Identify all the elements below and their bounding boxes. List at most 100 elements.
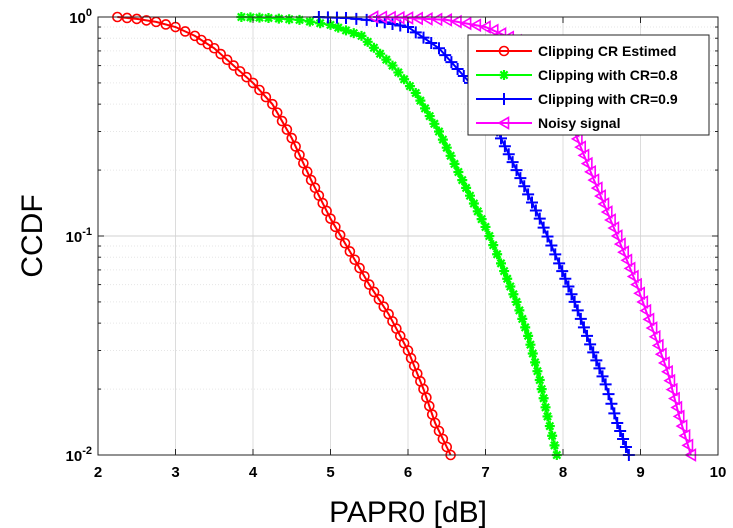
data-point: [381, 54, 392, 65]
data-point: [630, 277, 642, 292]
data-point: [298, 157, 309, 169]
data-point: [461, 182, 472, 193]
data-point: [502, 148, 515, 161]
data-point: [536, 384, 547, 395]
data-point: [441, 142, 452, 153]
data-point: [480, 221, 491, 232]
data-point: [590, 181, 603, 195]
data-point: [529, 204, 542, 217]
data-point: [294, 14, 305, 25]
data-point: [356, 30, 367, 41]
data-point: [404, 81, 415, 92]
data-point: [532, 366, 543, 377]
data-point: [636, 295, 649, 309]
data-point: [620, 253, 633, 268]
data-point: [465, 190, 475, 201]
data-point: [593, 362, 606, 375]
data-point: [215, 48, 227, 60]
data-point: [451, 63, 464, 76]
data-point: [675, 419, 688, 433]
data-point: [433, 42, 445, 55]
data-point: [410, 87, 421, 98]
data-point: [267, 98, 278, 110]
y-tick-base: 10: [66, 229, 83, 246]
data-point: [670, 400, 683, 415]
data-point: [530, 357, 541, 368]
x-tick-labels: 2 3 4 5 6 7 8 9 10: [94, 464, 727, 481]
data-point: [499, 266, 510, 277]
data-point: [556, 265, 569, 278]
data-point: [639, 303, 652, 318]
data-point: [260, 91, 272, 103]
series-markers: [236, 12, 562, 460]
data-point: [657, 356, 670, 370]
y-tick-exponent: 0: [86, 7, 92, 19]
x-tick-label: 10: [710, 464, 727, 481]
data-point: [472, 206, 483, 217]
data-point: [511, 296, 522, 307]
y-tick-label: 10-2: [66, 445, 92, 465]
data-point: [141, 15, 152, 26]
data-point: [208, 42, 220, 54]
legend-label: Noisy signal: [538, 115, 620, 131]
data-point: [672, 409, 685, 424]
data-point: [349, 254, 361, 266]
x-axis-title: PAPR0 [dB]: [329, 496, 487, 528]
data-point: [368, 286, 380, 298]
y-tick-base: 10: [69, 10, 86, 27]
legend-entry: Clipping CR Estimed: [476, 43, 676, 59]
y-axis-title: CCDF: [16, 194, 49, 277]
data-point: [607, 221, 620, 235]
legend-entry: Clipping with CR=0.8: [476, 67, 678, 83]
data-point: [549, 248, 562, 261]
data-point: [498, 45, 510, 57]
data-point: [502, 273, 513, 284]
x-tick-label: 4: [249, 464, 258, 481]
data-point: [344, 246, 356, 257]
data-point: [179, 26, 191, 37]
data-point: [330, 221, 341, 233]
data-point: [549, 440, 560, 451]
data-point: [484, 231, 495, 242]
data-point: [497, 116, 510, 130]
data-point: [486, 23, 499, 38]
data-point: [221, 54, 233, 66]
data-point: [514, 305, 525, 316]
data-point: [617, 432, 630, 445]
data-point: [378, 301, 390, 313]
data-point: [339, 237, 351, 249]
y-tick-exponent: -1: [82, 226, 92, 238]
y-tick-label: 10-1: [66, 226, 92, 246]
data-point: [449, 158, 460, 169]
data-point: [574, 312, 587, 325]
data-point: [341, 25, 351, 36]
series-line: [117, 16, 452, 456]
x-tick-label: 3: [171, 464, 179, 481]
data-point: [510, 164, 523, 177]
data-point: [386, 17, 399, 30]
data-point: [315, 18, 326, 29]
data-point: [608, 407, 621, 420]
data-point: [562, 280, 575, 293]
data-point: [596, 370, 609, 383]
legend-entry: Clipping with CR=0.9: [476, 91, 678, 107]
data-point: [368, 42, 379, 53]
data-point: [424, 111, 435, 122]
data-point: [445, 56, 458, 69]
data-point: [375, 48, 386, 59]
data-point: [263, 12, 274, 23]
data-point: [469, 18, 482, 33]
data-point: [476, 214, 487, 225]
data-point: [498, 140, 511, 153]
data-point: [525, 339, 536, 350]
data-point: [354, 262, 365, 274]
data-point: [429, 118, 440, 129]
data-point: [590, 354, 603, 367]
data-point: [488, 240, 499, 251]
data-point: [478, 20, 491, 34]
data-point: [610, 229, 623, 243]
data-point: [333, 22, 344, 33]
data-point: [348, 28, 359, 39]
data-point: [492, 249, 503, 260]
